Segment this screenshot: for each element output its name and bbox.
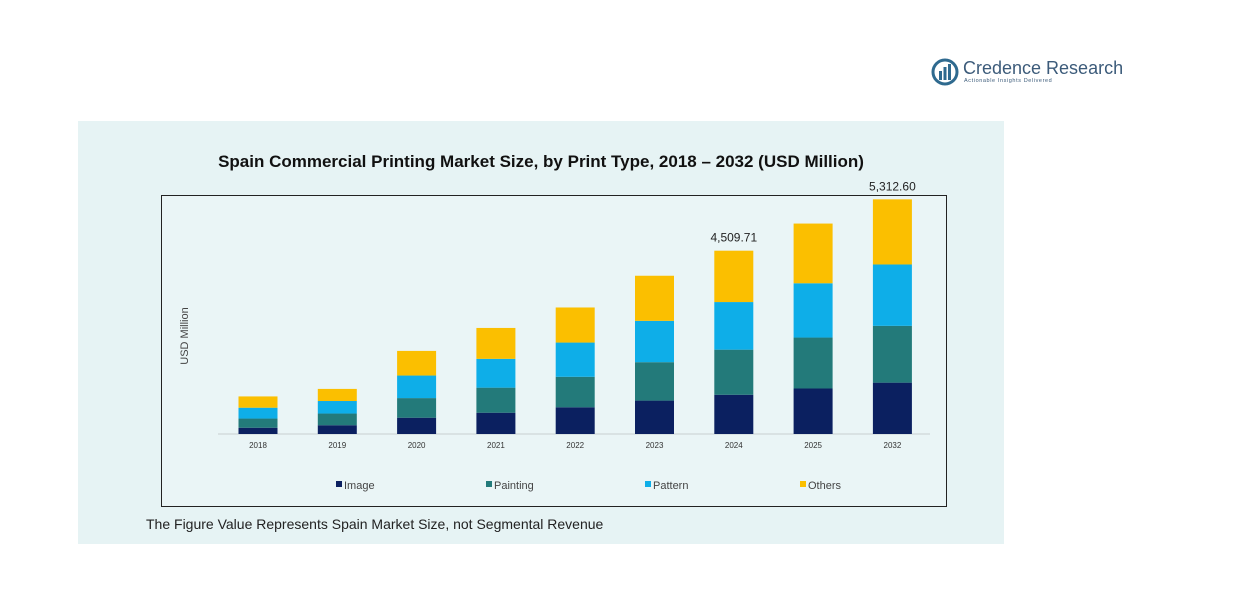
bar-others-2025	[793, 223, 833, 284]
bar-image-2022	[555, 407, 595, 434]
brand-logo: Credence Research Actionable Insights De…	[930, 57, 1130, 89]
bar-pattern-2023	[635, 320, 674, 363]
bar-others-2022	[555, 307, 595, 343]
bar-painting-2019	[317, 413, 357, 426]
legend-item-image: Image	[336, 480, 375, 492]
x-tick-label-2018: 2018	[249, 441, 267, 450]
bar-pattern-2025	[793, 283, 833, 338]
bar-image-2023	[635, 400, 674, 434]
bar-others-2019	[317, 388, 357, 402]
bar-image-2020	[397, 417, 437, 434]
credence-logo-icon	[931, 58, 959, 86]
bar-pattern-2032	[872, 264, 912, 326]
bar-image-2019	[317, 425, 357, 434]
legend-swatch-painting	[486, 481, 492, 487]
bar-image-2025	[793, 388, 833, 434]
x-tick-label-2021: 2021	[487, 441, 505, 450]
chart-panel	[78, 121, 1004, 544]
bar-painting-2032	[872, 325, 912, 383]
bar-painting-2024	[714, 349, 754, 395]
chart-title: Spain Commercial Printing Market Size, b…	[218, 152, 864, 171]
x-tick-label-2025: 2025	[804, 441, 822, 450]
bar-painting-2022	[555, 376, 595, 408]
chart-legend: Image Painting Pattern Others	[336, 480, 842, 492]
legend-label-painting: Painting	[494, 480, 534, 492]
bar-image-2021	[476, 412, 516, 434]
bar-painting-2018	[238, 418, 278, 428]
bar-pattern-2020	[397, 375, 437, 399]
legend-label-image: Image	[344, 480, 375, 492]
bar-pattern-2024	[714, 302, 754, 350]
legend-swatch-image	[336, 481, 342, 487]
bar-painting-2025	[793, 337, 833, 389]
bar-others-2018	[238, 396, 278, 408]
x-tick-label-2023: 2023	[646, 441, 664, 450]
bar-image-2032	[872, 382, 912, 434]
bar-painting-2021	[476, 387, 516, 413]
legend-item-painting: Painting	[486, 480, 534, 492]
data-label-2032: 5,312.60	[869, 179, 916, 193]
footnote: The Figure Value Represents Spain Market…	[146, 516, 604, 532]
bar-others-2020	[397, 350, 437, 376]
legend-item-pattern: Pattern	[645, 480, 688, 492]
data-label-2024: 4,509.71	[710, 231, 757, 245]
data-labels: 4,509.71 5,312.60	[710, 179, 916, 244]
y-axis-label: USD Million	[179, 307, 191, 364]
brand-tagline: Actionable Insights Delivered	[964, 78, 1053, 84]
bar-pattern-2021	[476, 358, 516, 388]
legend-label-others: Others	[808, 480, 842, 492]
bar-others-2024	[714, 250, 754, 303]
x-tick-label-2024: 2024	[725, 441, 743, 450]
x-tick-labels: 2018 2019 2020 2021 2022 2023 2024 2025 2032	[249, 441, 902, 450]
bar-others-2023	[635, 275, 674, 321]
legend-swatch-pattern	[645, 481, 651, 487]
bars-layer	[238, 199, 912, 434]
brand-name: Credence Research	[963, 58, 1124, 78]
bar-image-2024	[714, 394, 754, 434]
bar-others-2032	[872, 199, 912, 265]
bar-image-2018	[238, 427, 278, 434]
bar-others-2021	[476, 327, 516, 359]
legend-swatch-others	[800, 481, 806, 487]
bar-pattern-2022	[555, 342, 595, 377]
x-tick-label-2022: 2022	[566, 441, 584, 450]
x-tick-label-2019: 2019	[328, 441, 346, 450]
legend-item-others: Others	[800, 480, 842, 492]
bar-painting-2020	[397, 398, 437, 418]
bar-pattern-2018	[238, 407, 278, 419]
bar-painting-2023	[635, 362, 674, 401]
bar-pattern-2019	[317, 401, 357, 414]
x-tick-label-2020: 2020	[408, 441, 426, 450]
legend-label-pattern: Pattern	[653, 480, 688, 492]
x-tick-label-2032: 2032	[884, 441, 902, 450]
